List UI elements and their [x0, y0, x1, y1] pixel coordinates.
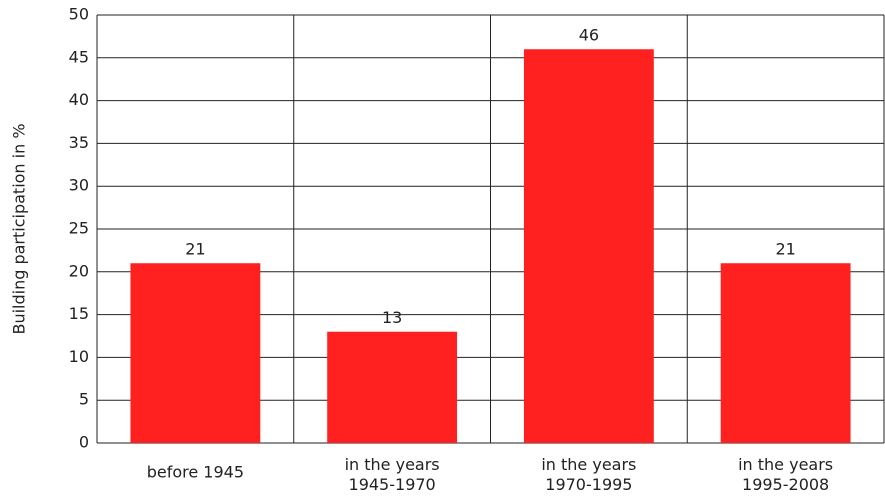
bar — [523, 49, 654, 444]
data-label: 21 — [185, 240, 205, 259]
y-tick-label: 30 — [69, 176, 89, 195]
y-tick-label: 0 — [79, 433, 89, 452]
y-tick-label: 20 — [69, 261, 89, 280]
data-label: 13 — [382, 308, 402, 327]
y-tick-label: 25 — [69, 219, 89, 238]
x-tick-label: before 1945 — [147, 463, 244, 482]
x-tick-label: in the years 1970-1995 — [541, 455, 636, 494]
data-label: 46 — [579, 26, 599, 45]
y-tick-label: 35 — [69, 133, 89, 152]
x-tick-label: in the years 1995-2008 — [738, 455, 833, 494]
y-tick-label: 40 — [69, 90, 89, 109]
data-label: 21 — [775, 240, 795, 259]
y-tick-label: 45 — [69, 47, 89, 66]
x-tick-label: in the years 1945-1970 — [345, 455, 440, 494]
bar — [327, 331, 458, 443]
y-tick-label: 10 — [69, 347, 89, 366]
bar — [720, 263, 851, 443]
bar — [130, 263, 261, 443]
y-tick-label: 5 — [79, 390, 89, 409]
y-tick-label: 50 — [69, 5, 89, 24]
y-axis-label: Building participation in % — [10, 123, 29, 334]
y-tick-label: 15 — [69, 304, 89, 323]
